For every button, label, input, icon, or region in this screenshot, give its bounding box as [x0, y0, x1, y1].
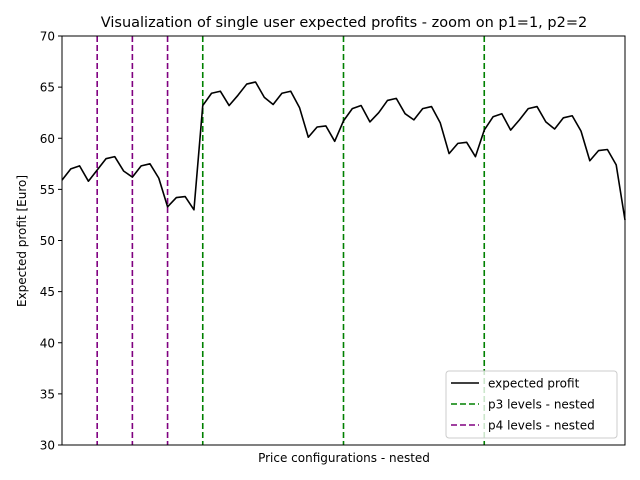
y-axis-ticks: 30 35 40 45 50 55 60 65 70: [40, 30, 62, 453]
y-tick-label: 45: [40, 285, 55, 299]
legend-entries: expected profit p3 levels - nested p4 leve…: [451, 377, 595, 433]
legend: expected profit p3 levels - nested p4 leve…: [445, 370, 618, 439]
y-tick-label: 40: [40, 336, 55, 350]
y-tick-label: 70: [40, 30, 55, 44]
legend-label: p4 levels - nested: [488, 419, 595, 433]
legend-label: p3 levels - nested: [488, 398, 595, 412]
y-tick-label: 55: [40, 183, 55, 197]
y-tick-label: 50: [40, 234, 55, 248]
plot-frame: [61, 35, 626, 446]
y-tick-label: 65: [40, 81, 55, 95]
legend-box: [445, 370, 618, 439]
chart-title: Visualization of single user expected pr…: [101, 15, 587, 31]
y-tick-label: 35: [40, 387, 55, 401]
y-tick-label: 30: [40, 439, 55, 453]
y-tick-label: 60: [40, 132, 55, 146]
x-axis-label: Price configurations - nested: [258, 451, 430, 465]
y-axis-label: Expected profit [Euro]: [15, 175, 29, 307]
legend-label: expected profit: [488, 377, 580, 391]
